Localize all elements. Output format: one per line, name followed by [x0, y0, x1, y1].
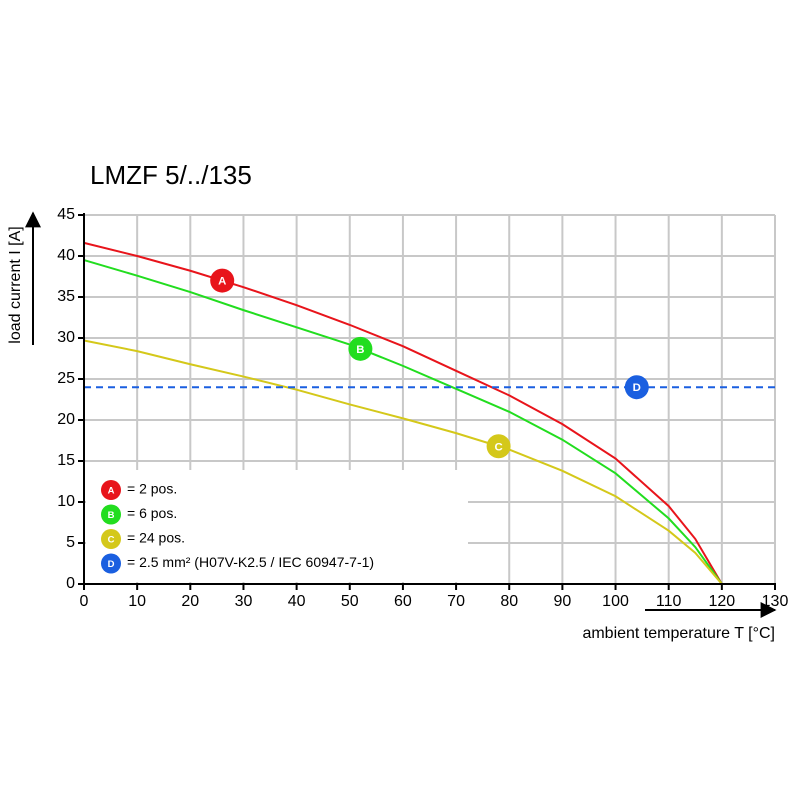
marker-badge [486, 434, 511, 459]
y-tick-label: 0 [66, 575, 75, 592]
series-line [83, 259, 723, 585]
x-tick-label: 80 [500, 593, 518, 610]
y-tick-label: 40 [57, 247, 75, 264]
marker-letter: C [494, 441, 502, 453]
series-line [83, 241, 723, 585]
y-tick-label: 15 [57, 452, 75, 469]
chart-title: LMZF 5/../135 [90, 160, 252, 190]
x-tick-label: 50 [341, 593, 359, 610]
x-tick-label: 110 [656, 593, 682, 610]
x-tick-label: 10 [128, 593, 146, 610]
x-tick-label: 40 [288, 593, 306, 610]
x-tick-label: 120 [708, 593, 735, 610]
x-tick-label: 130 [762, 593, 789, 610]
marker-badge [624, 375, 649, 400]
x-tick-label: 90 [553, 593, 571, 610]
x-tick-label: 100 [602, 593, 629, 610]
marker-badge [101, 504, 121, 525]
marker-letter: B [356, 344, 364, 356]
x-tick-label: 0 [80, 593, 89, 610]
x-tick-label: 30 [235, 593, 253, 610]
marker-letter: A [108, 486, 115, 497]
y-tick-label: 45 [57, 206, 75, 223]
legend-label: = 6 pos. [127, 505, 177, 521]
marker-badge [101, 553, 121, 574]
y-tick-label: 20 [57, 411, 75, 428]
marker-badge [101, 529, 121, 549]
legend-label: = 2 pos. [127, 481, 177, 497]
marker-letter: D [108, 559, 115, 570]
series-line [83, 339, 723, 585]
legend-label: = 24 pos. [127, 530, 185, 546]
marker-letter: C [108, 535, 115, 546]
marker-letter: A [218, 276, 226, 288]
marker-badge [101, 480, 121, 500]
x-tick-label: 60 [394, 593, 412, 610]
y-tick-label: 35 [57, 288, 75, 305]
marker-badge [348, 336, 373, 361]
y-tick-label: 10 [57, 493, 75, 510]
y-axis-label: load current I [A] [7, 226, 24, 343]
marker-badge [210, 268, 235, 293]
y-tick-label: 5 [66, 534, 75, 551]
legend-label: = 2.5 mm² (H07V-K2.5 / IEC 60947-7-1) [127, 554, 374, 570]
marker-letter: D [633, 382, 641, 394]
x-tick-label: 70 [447, 593, 465, 610]
legend-background [86, 470, 468, 582]
y-tick-label: 25 [57, 370, 75, 387]
y-tick-label: 30 [57, 329, 75, 346]
x-axis-label: ambient temperature T [°C] [582, 625, 775, 642]
marker-letter: B [108, 510, 115, 521]
x-tick-label: 20 [181, 593, 199, 610]
